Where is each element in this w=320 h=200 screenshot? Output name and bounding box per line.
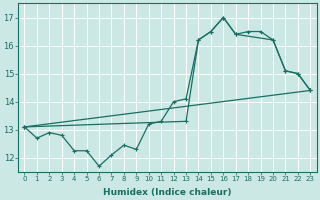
X-axis label: Humidex (Indice chaleur): Humidex (Indice chaleur)	[103, 188, 232, 197]
